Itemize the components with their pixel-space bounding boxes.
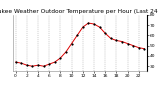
Title: Milwaukee Weather Outdoor Temperature per Hour (Last 24 Hours): Milwaukee Weather Outdoor Temperature pe… (0, 9, 160, 14)
